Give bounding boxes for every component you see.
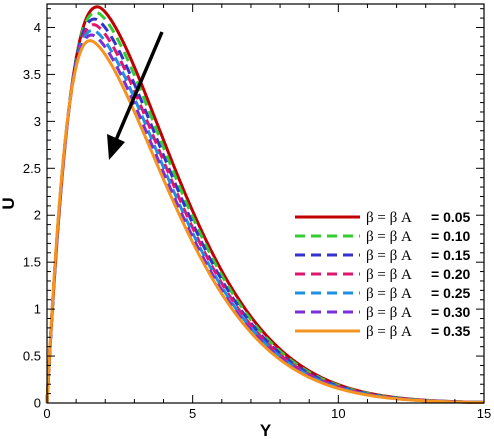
plot-frame	[46, 3, 485, 404]
legend-prefix: β = β A	[366, 305, 412, 321]
x-axis-ticks: 0 5 10 15	[43, 4, 491, 421]
y-axis-title: U	[0, 197, 18, 209]
arrow-head	[107, 134, 125, 160]
legend-prefix: β = β A	[366, 286, 412, 302]
y-tick-label: 4	[34, 20, 41, 35]
y-tick-label: 3.5	[23, 67, 41, 82]
y-axis-ticks: 0 0.5 1 1.5 2 2.5 3 3.5 4	[23, 8, 484, 411]
legend-prefix: β = β A	[366, 229, 412, 245]
y-tick-label: 1	[34, 302, 41, 317]
legend-prefix: β = β A	[366, 248, 412, 264]
series-curves	[45, 5, 485, 404]
y-tick-label: 2.5	[23, 161, 41, 176]
x-tick-label: 5	[189, 406, 196, 421]
series-line-0.35	[45, 39, 485, 404]
series-line-0.30	[45, 33, 485, 404]
x-axis-title: Y	[260, 421, 272, 439]
legend-prefix: β = β A	[366, 210, 412, 226]
arrow-shaft	[114, 31, 164, 141]
legend-value: = 0.30	[431, 304, 471, 320]
legend-prefix: β = β A	[366, 324, 412, 340]
y-tick-label: 0.5	[23, 349, 41, 364]
legend-value: = 0.15	[431, 247, 471, 263]
y-tick-label: 2	[34, 208, 41, 223]
legend-value: = 0.10	[431, 228, 471, 244]
legend-value: = 0.20	[431, 266, 471, 282]
legend-prefix: β = β A	[366, 267, 412, 283]
y-tick-label: 3	[34, 114, 41, 129]
legend: β = β A = 0.05 β = β A = 0.10 β = β A = 0.15 β…	[295, 209, 471, 340]
x-tick-label: 0	[43, 406, 50, 421]
legend-value: = 0.25	[431, 285, 471, 301]
x-tick-label: 15	[477, 406, 491, 421]
y-tick-label: 1.5	[23, 255, 41, 270]
legend-value: = 0.35	[431, 323, 471, 339]
trend-arrow	[107, 31, 164, 160]
x-tick-label: 10	[331, 406, 345, 421]
legend-value: = 0.05	[431, 209, 471, 225]
y-tick-label: 0	[34, 396, 41, 411]
